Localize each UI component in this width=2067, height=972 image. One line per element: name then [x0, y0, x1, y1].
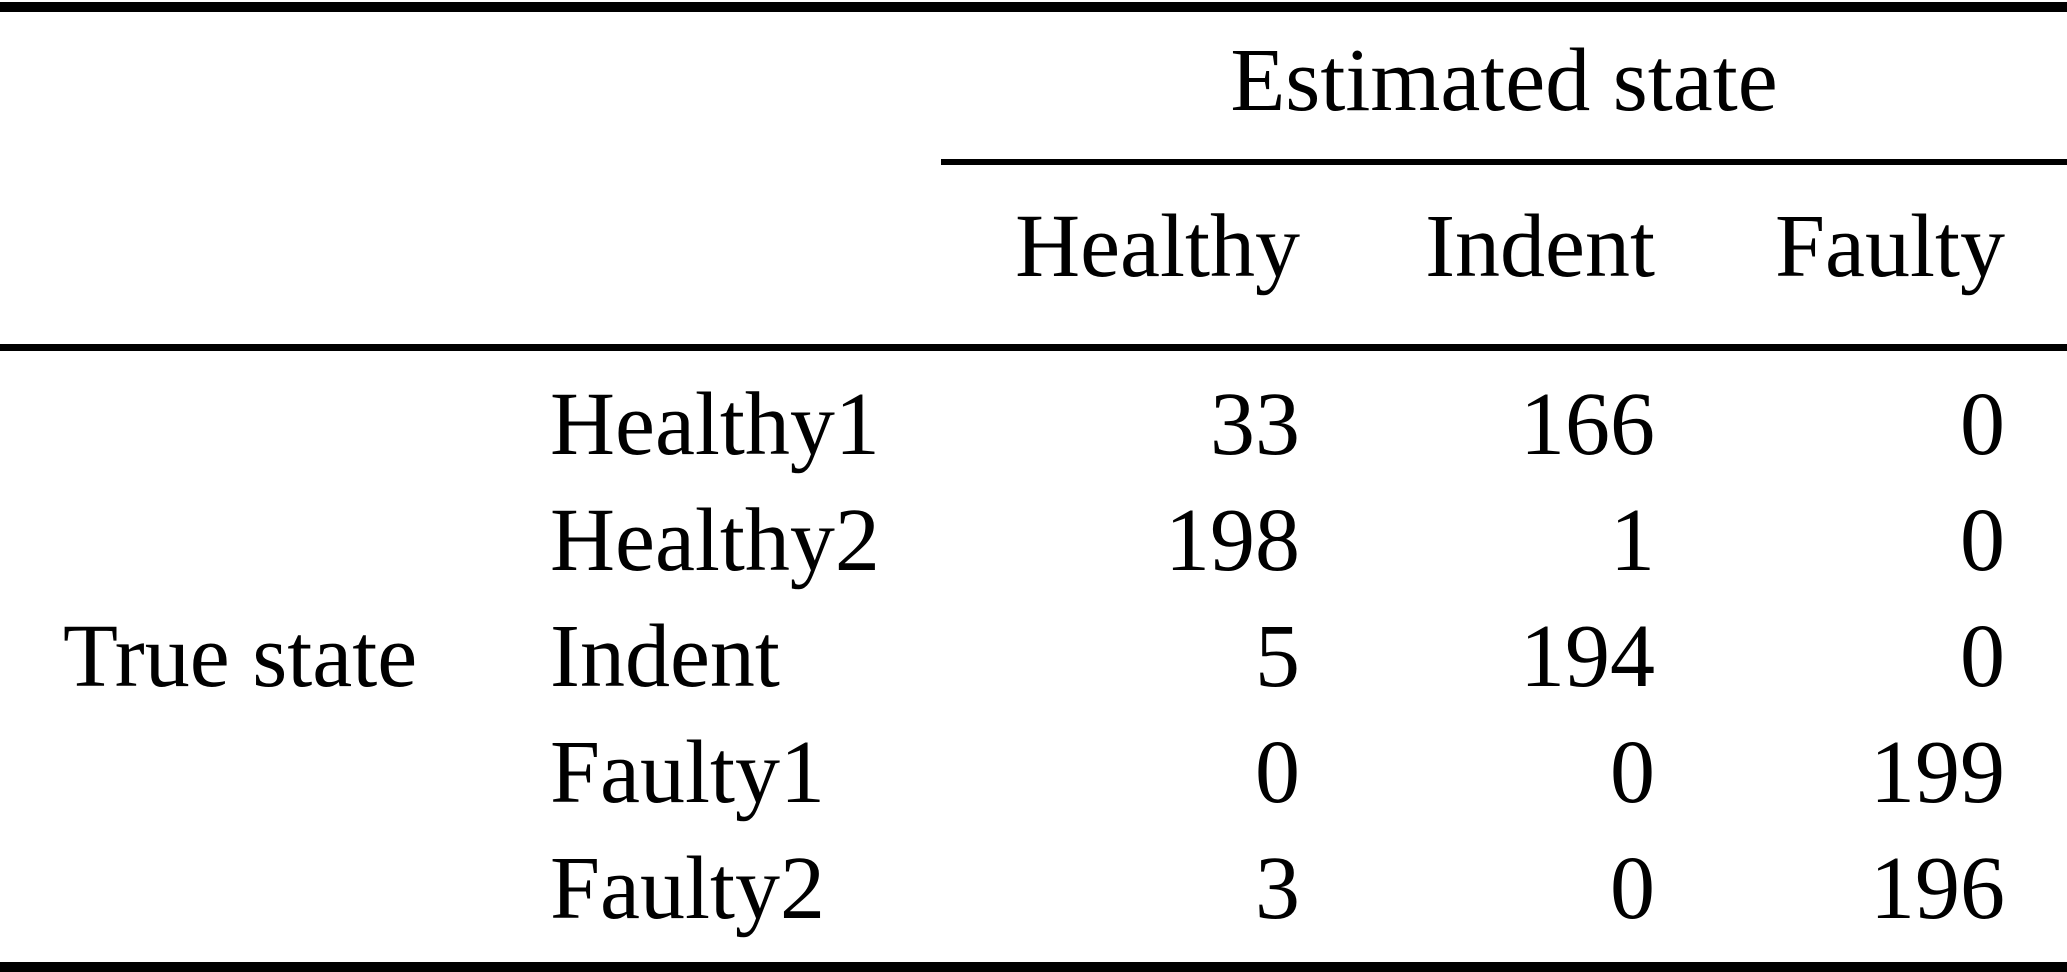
cell-faulty1-faulty: 199: [1870, 723, 2005, 822]
row-label-healthy2: Healthy2: [550, 491, 880, 590]
estimated-state-underline-rule: [941, 159, 2067, 165]
cell-healthy1-healthy: 33: [1210, 375, 1300, 474]
cell-faulty2-indent: 0: [1610, 839, 1655, 938]
bottom-rule: [0, 962, 2067, 972]
col-header-indent: Indent: [1425, 197, 1655, 296]
row-label-faulty2: Faulty2: [550, 839, 826, 938]
col-header-faulty: Faulty: [1774, 197, 2005, 296]
cell-healthy2-faulty: 0: [1960, 491, 2005, 590]
cell-indent-faulty: 0: [1960, 607, 2005, 706]
cell-faulty1-healthy: 0: [1255, 723, 1300, 822]
cell-faulty1-indent: 0: [1610, 723, 1655, 822]
cell-faulty2-faulty: 196: [1870, 839, 2005, 938]
cell-healthy2-indent: 1: [1610, 491, 1655, 590]
cell-faulty2-healthy: 3: [1255, 839, 1300, 938]
col-header-healthy: Healthy: [1015, 197, 1300, 296]
row-label-healthy1: Healthy1: [550, 375, 880, 474]
cell-healthy2-healthy: 198: [1165, 491, 1300, 590]
true-state-group-label: True state: [63, 607, 418, 706]
top-rule: [0, 2, 2067, 12]
row-label-indent: Indent: [550, 607, 780, 706]
header-separator-rule: [0, 344, 2067, 351]
row-label-faulty1: Faulty1: [550, 723, 826, 822]
cell-healthy1-faulty: 0: [1960, 375, 2005, 474]
estimated-state-group-label: Estimated state: [1230, 31, 1778, 130]
cell-healthy1-indent: 166: [1520, 375, 1655, 474]
cell-indent-indent: 194: [1520, 607, 1655, 706]
cell-indent-healthy: 5: [1255, 607, 1300, 706]
